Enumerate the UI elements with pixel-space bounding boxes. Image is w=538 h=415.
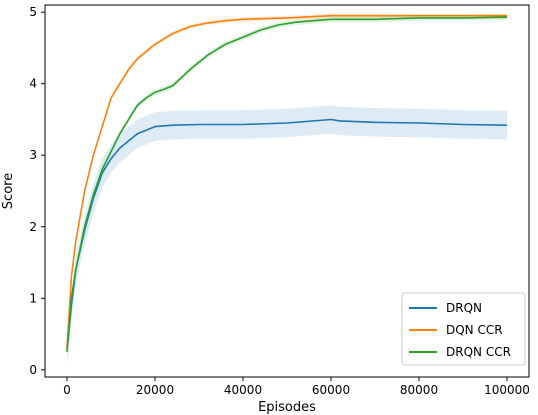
y-tick-label: 2 (29, 220, 37, 234)
legend-label-drqn-ccr: DRQN CCR (446, 345, 511, 359)
series-line-drqn (66, 118, 508, 350)
legend-box (401, 292, 526, 366)
y-tick-label: 1 (29, 291, 37, 305)
y-tick-label: 3 (29, 148, 37, 162)
y-axis-label: Score (1, 173, 16, 209)
axes-frame (44, 4, 530, 378)
legend-label-drqn: DRQN (446, 301, 482, 315)
plot-area (66, 13, 508, 365)
x-tick-label: 80000 (400, 383, 438, 397)
y-tick-label: 4 (29, 77, 37, 91)
x-axis: 0 20000 40000 60000 80000 100000 (63, 377, 530, 397)
x-tick-label: 0 (63, 383, 71, 397)
series-line-dqn-ccr (66, 14, 507, 349)
x-tick-label: 100000 (484, 383, 530, 397)
legend-label-dqn-ccr: DQN CCR (446, 323, 503, 337)
series-line-drqn-ccr (66, 16, 508, 353)
x-tick-label: 20000 (136, 383, 174, 397)
y-tick-label: 5 (29, 5, 37, 19)
legend: DRQN DQN CCR DRQN CCR (401, 292, 526, 366)
y-axis: 0 1 2 3 4 5 (29, 5, 45, 377)
y-tick-label: 0 (29, 363, 37, 377)
x-axis-label: Episodes (258, 400, 316, 415)
x-tick-label: 60000 (312, 383, 350, 397)
band-drqn (67, 105, 507, 365)
x-tick-label: 40000 (224, 383, 262, 397)
